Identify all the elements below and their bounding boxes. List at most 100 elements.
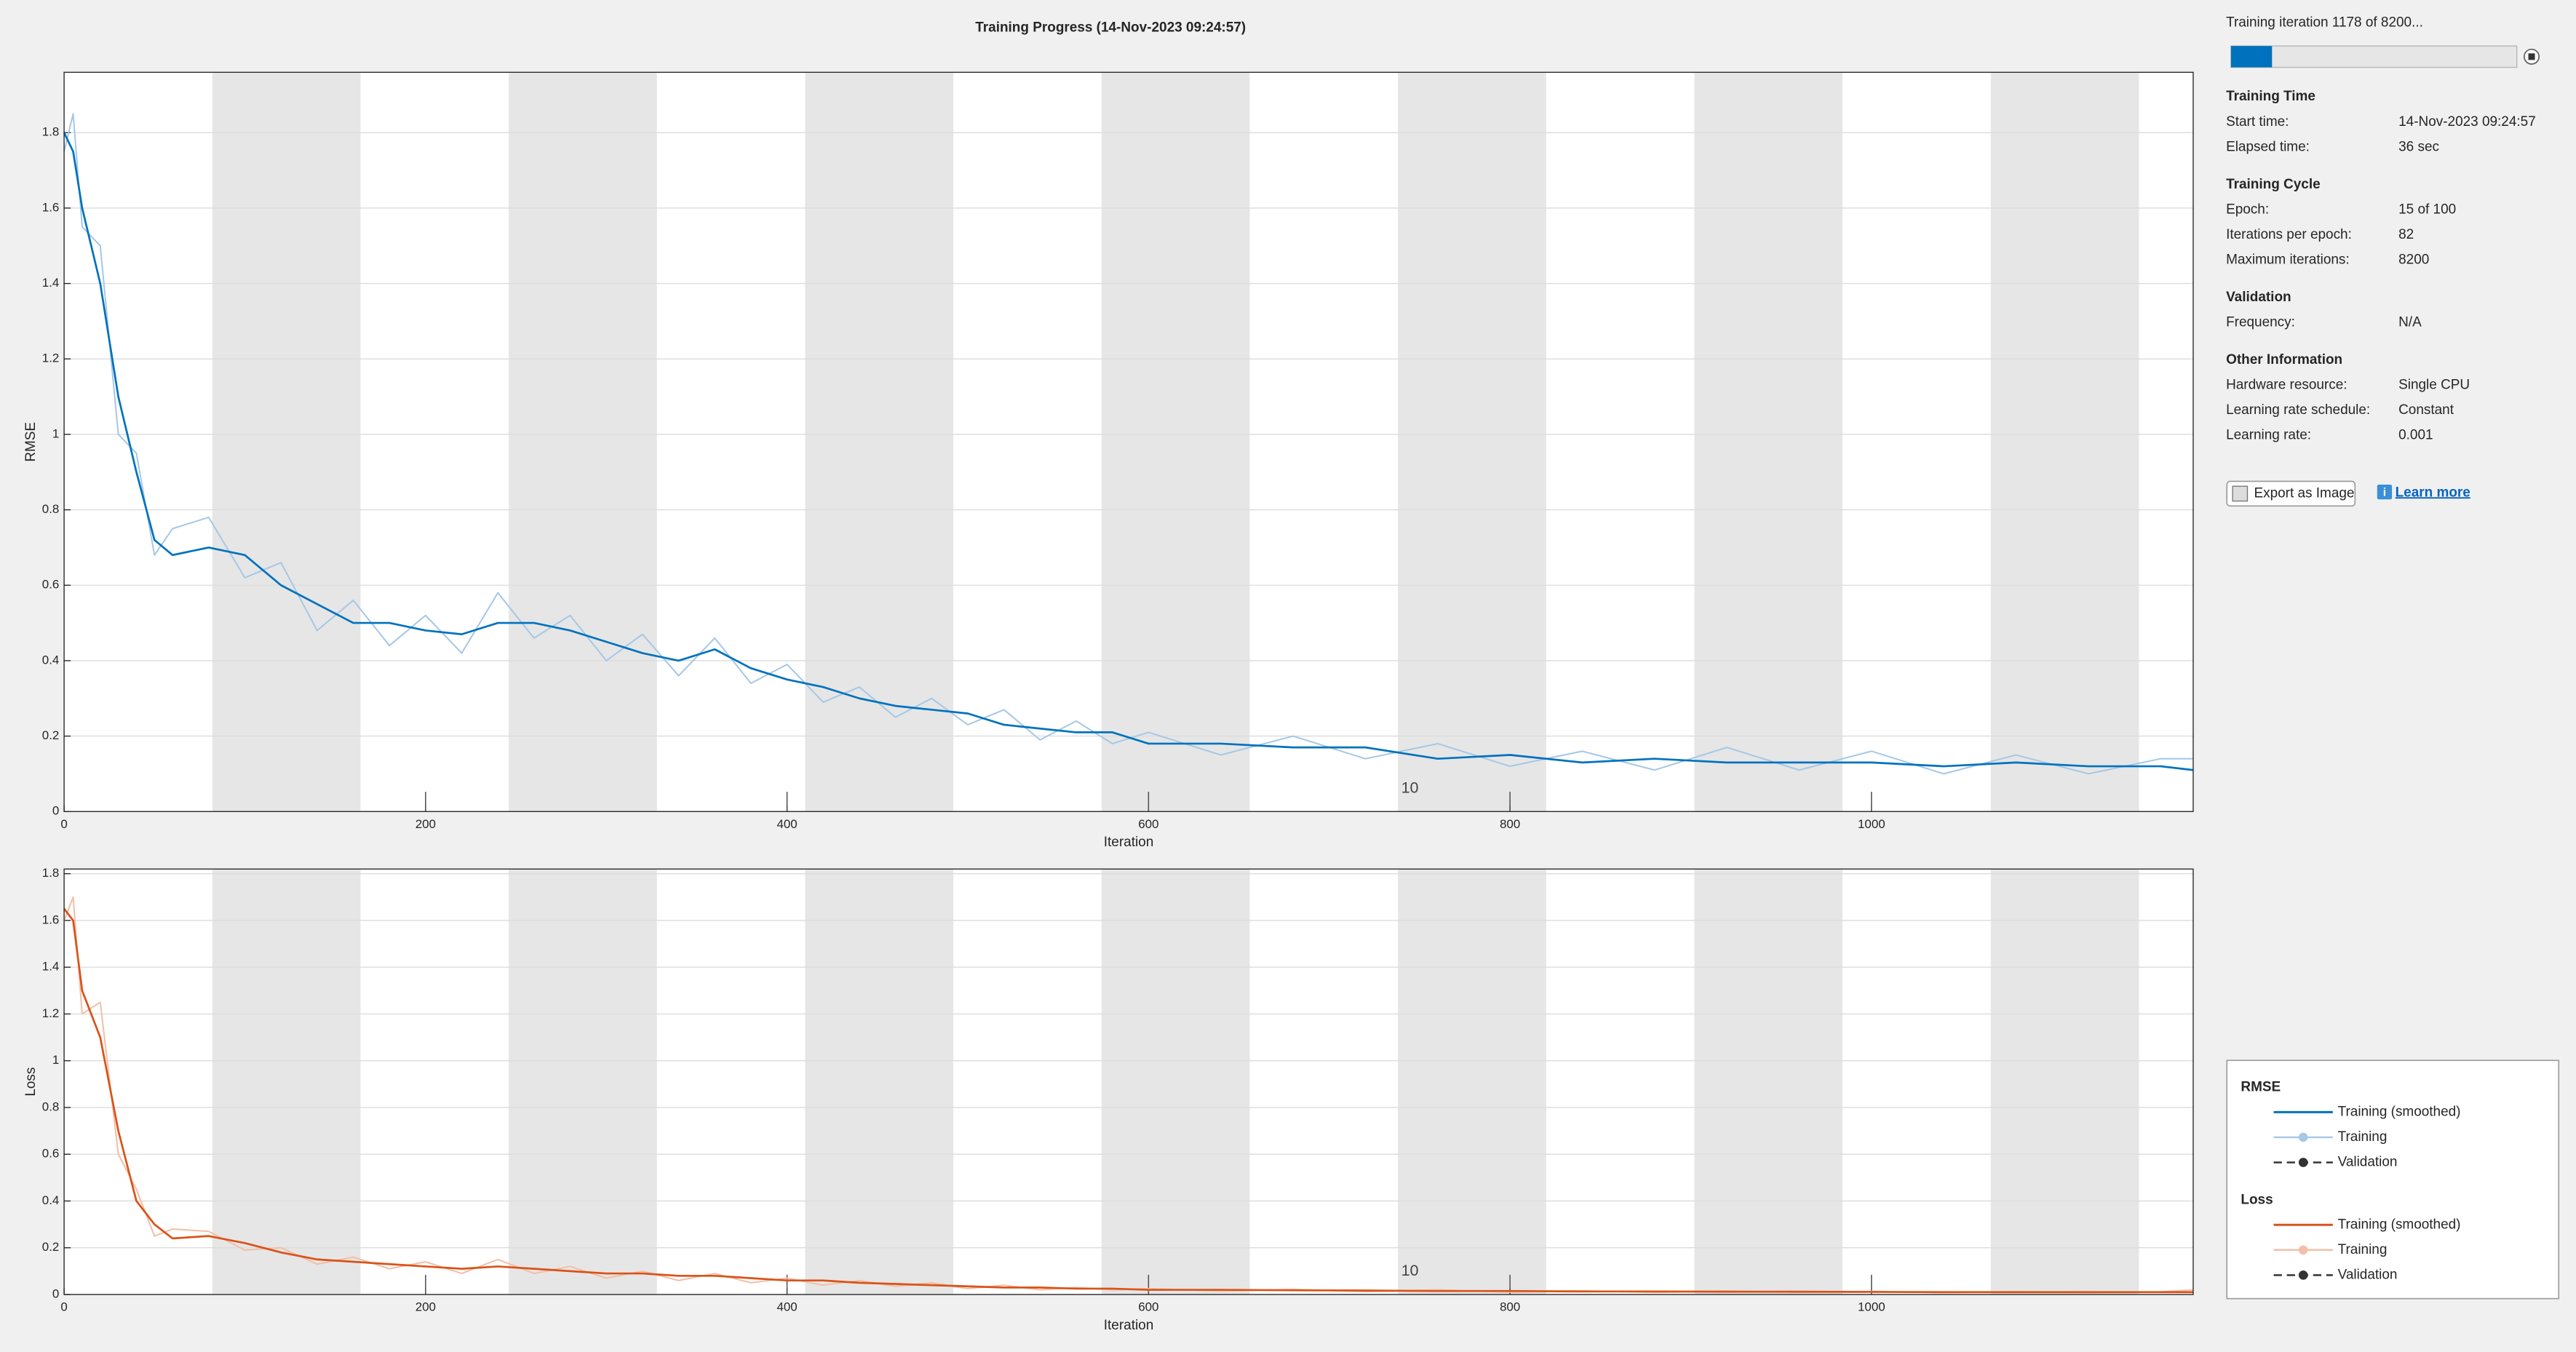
y-tick-label: 0	[52, 804, 59, 818]
chart: 0 0.2 0.4 0.6 0.8 1 1.2 1.4 1.6 1.8 0 200 400 600 800 1…	[23, 71, 2194, 850]
epoch-band	[805, 869, 954, 1295]
y-tick-label: 1.2	[42, 351, 60, 365]
legend-marker	[2298, 1158, 2308, 1167]
progress-track	[2230, 45, 2518, 68]
learn-more-link[interactable]: Learn more	[2396, 485, 2470, 500]
x-tick-label: 200	[416, 1300, 436, 1314]
x-tick-label: 800	[1500, 1300, 1520, 1314]
info-label: Hardware resource:	[2226, 377, 2347, 392]
y-tick-label: 1.4	[42, 960, 60, 974]
legend-marker	[2298, 1245, 2308, 1255]
x-axis-label: Iteration	[1104, 835, 1153, 850]
epoch-band	[212, 869, 361, 1295]
info-value: 15 of 100	[2398, 202, 2456, 217]
legend-label: Training (smoothed)	[2338, 1104, 2461, 1119]
legend-marker	[2298, 1132, 2308, 1142]
y-axis-label: RMSE	[23, 422, 39, 462]
epoch-band	[212, 72, 361, 812]
series-line	[63, 132, 2194, 771]
info-label: Elapsed time:	[2226, 139, 2310, 154]
epoch-band	[1990, 869, 2139, 1295]
info-label: Epoch:	[2226, 202, 2269, 217]
y-tick-label: 1.8	[42, 125, 60, 139]
info-label: Learning rate schedule:	[2226, 402, 2370, 418]
x-tick-label: 600	[1138, 1300, 1158, 1314]
progress-fill	[2230, 46, 2273, 68]
epoch-band	[509, 869, 657, 1295]
legend-label: Validation	[2338, 1267, 2398, 1282]
plot-frame	[63, 71, 2194, 812]
legend-label: Training	[2338, 1242, 2388, 1257]
info-icon	[2377, 484, 2393, 500]
y-tick-label: 0.6	[42, 1147, 60, 1161]
y-tick-label: 0.2	[42, 728, 60, 742]
y-tick-label: 1	[52, 1053, 59, 1067]
epoch-band	[1398, 869, 1546, 1295]
legend: RMSE Training (smoothed) Training Validatio…	[2226, 1059, 2560, 1300]
y-tick-label: 0.2	[42, 1240, 60, 1254]
legend-marker	[2298, 1271, 2308, 1280]
section-title: Training Time	[2226, 89, 2315, 104]
section-title: Validation	[2226, 290, 2291, 305]
export-button[interactable]: Export as Image	[2226, 480, 2356, 507]
info-label: Learning rate:	[2226, 428, 2311, 443]
y-tick-label: 1.6	[42, 200, 60, 214]
legend-label: Validation	[2338, 1154, 2398, 1169]
info-value: 82	[2398, 227, 2414, 242]
epoch-band	[509, 72, 657, 812]
section-title: Training Cycle	[2226, 177, 2321, 192]
y-axis-label: Loss	[23, 1067, 39, 1097]
button-frame[interactable]	[2226, 480, 2356, 507]
x-tick-label: 400	[776, 1300, 797, 1314]
legend-label: Training	[2338, 1129, 2388, 1145]
epoch-band	[1398, 72, 1546, 812]
y-tick-label: 1.8	[42, 866, 60, 880]
info-value: 0.001	[2398, 428, 2433, 443]
info-icon-glyph: i	[2383, 486, 2386, 498]
info-label: Iterations per epoch:	[2226, 227, 2352, 242]
epoch-band	[1101, 869, 1250, 1295]
y-tick-label: 0.4	[42, 653, 60, 667]
x-tick-label: 1000	[1858, 817, 1885, 831]
info-value: 14-Nov-2023 09:24:57	[2398, 114, 2536, 130]
chart: 0 0.2 0.4 0.6 0.8 1 1.2 1.4 1.6 1.8 0 200 400 600 800 1…	[23, 866, 2194, 1333]
y-tick-label: 1.4	[42, 276, 60, 290]
y-tick-label: 0.8	[42, 502, 60, 516]
y-tick-label: 1.6	[42, 912, 60, 926]
epoch-label: 10	[1402, 1262, 1419, 1279]
legend-box	[2226, 1059, 2560, 1300]
legend-label: Training (smoothed)	[2338, 1217, 2461, 1232]
y-tick-label: 0.4	[42, 1193, 60, 1207]
x-tick-label: 800	[1500, 817, 1520, 831]
epoch-band	[1990, 72, 2139, 812]
x-tick-label: 0	[60, 817, 67, 831]
info-label: Frequency:	[2226, 314, 2295, 330]
export-icon	[2232, 485, 2249, 502]
stop-icon	[2528, 53, 2535, 60]
x-axis-label: Iteration	[1104, 1318, 1153, 1333]
legend-group-title: RMSE	[2241, 1080, 2281, 1095]
info-value: 8200	[2398, 252, 2429, 267]
y-tick-label: 1.2	[42, 1006, 60, 1020]
legend-group-title: Loss	[2241, 1192, 2273, 1207]
info-value: 36 sec	[2398, 139, 2439, 154]
x-tick-label: 0	[60, 1300, 67, 1314]
epoch-label: 10	[1402, 779, 1419, 796]
progress-text: Training iteration 1178 of 8200...	[2226, 15, 2423, 31]
epoch-band	[1694, 72, 1843, 812]
x-tick-label: 600	[1138, 817, 1158, 831]
y-tick-label: 0	[52, 1287, 59, 1300]
series-line	[63, 908, 2193, 1294]
charts: 0 0.2 0.4 0.6 0.8 1 1.2 1.4 1.6 1.8 0 200 400 600 800 1…	[23, 71, 2194, 1333]
y-tick-label: 0.8	[42, 1100, 60, 1113]
x-tick-label: 400	[776, 817, 797, 831]
y-tick-label: 1	[52, 426, 59, 440]
export-button-label[interactable]: Export as Image	[2254, 485, 2354, 501]
y-tick-label: 0.6	[42, 578, 60, 592]
epoch-band	[1694, 869, 1843, 1295]
info-panel: Training iteration 1178 of 8200... Expor…	[2226, 15, 2540, 507]
plot-frame	[63, 868, 2194, 1295]
epoch-band	[1101, 72, 1250, 812]
